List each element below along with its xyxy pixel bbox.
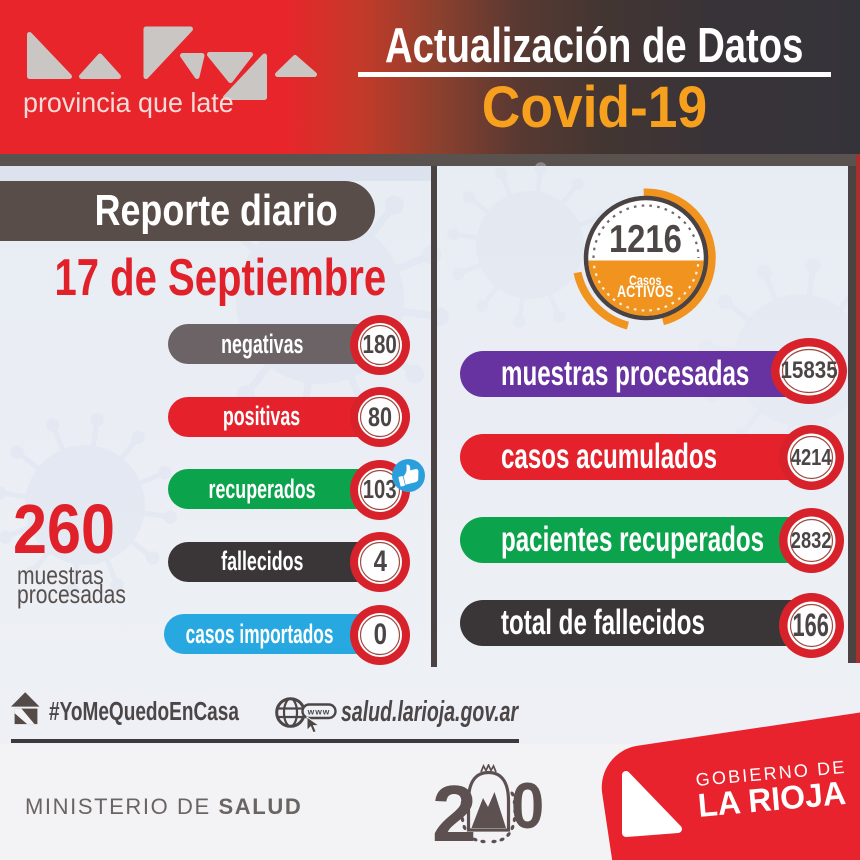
svg-text:0: 0 [511, 770, 544, 843]
svg-text:www: www [307, 707, 331, 717]
